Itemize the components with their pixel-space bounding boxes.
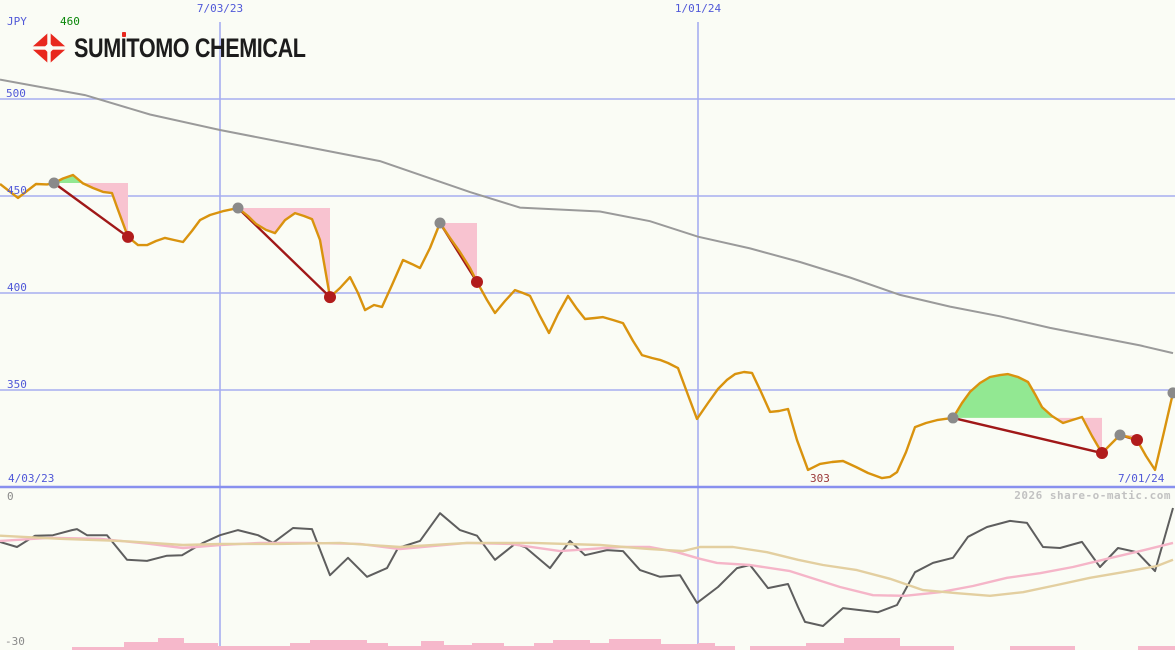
volume-bar xyxy=(661,644,698,650)
date-label-jul23: 7/03/23 xyxy=(196,2,244,15)
volume-bar xyxy=(124,642,158,650)
signal-end-dot xyxy=(1131,434,1143,447)
volume-bar xyxy=(534,643,553,650)
oscillator-slow-pink-line xyxy=(0,536,1174,597)
volume-bar xyxy=(218,646,290,650)
signal-loss-area xyxy=(54,183,128,237)
volume-bar xyxy=(421,641,444,650)
sumitomo-igeta-logo-icon xyxy=(30,31,68,65)
latest-signal-dot xyxy=(1167,387,1175,399)
oscillator-min-label: -30 xyxy=(5,635,25,648)
watermark: 2026 share-o-matic.com xyxy=(1014,489,1171,502)
signal-end-dot xyxy=(324,291,336,304)
currency-unit-label: JPY xyxy=(7,15,27,28)
signal-gain-area xyxy=(54,175,128,184)
signal-line xyxy=(53,182,129,238)
y-axis-label-350: 350 xyxy=(7,378,27,391)
y-axis-label-400: 400 xyxy=(7,281,27,294)
volume-bar xyxy=(609,639,661,650)
volume-bar xyxy=(553,640,590,650)
signal-line xyxy=(952,416,1103,455)
volume-bar xyxy=(806,643,844,650)
signal-start-dot xyxy=(434,217,446,229)
volume-bar xyxy=(750,646,806,650)
volume-bar xyxy=(504,646,534,650)
volume-bar xyxy=(590,643,609,650)
date-label-jul24: 7/01/24 xyxy=(1118,472,1165,485)
volume-bar xyxy=(184,643,218,650)
volume-bar xyxy=(367,643,388,650)
signal-end-dot xyxy=(471,275,483,288)
min-price-label: 303 xyxy=(810,472,830,485)
volume-bar xyxy=(844,638,900,650)
brand-i-reddot: I xyxy=(120,31,127,63)
signal-loss-area xyxy=(440,222,477,282)
oscillator-fast-line xyxy=(0,507,1174,627)
volume-bar xyxy=(310,640,367,650)
volume-bar xyxy=(472,643,504,650)
oscillator-slow-tan-line xyxy=(0,534,1174,597)
signal-end-dot xyxy=(1096,447,1108,460)
signal-start-dot xyxy=(947,412,959,424)
volume-bar xyxy=(72,647,124,650)
signal-end-dot xyxy=(122,230,134,243)
brand-name: SUMITOMO CHEMICAL xyxy=(74,31,306,63)
date-label-apr23: 4/03/23 xyxy=(8,472,55,485)
volume-bar xyxy=(388,646,421,650)
signal-start-dot xyxy=(1114,429,1126,441)
volume-bar xyxy=(444,645,472,650)
volume-bar xyxy=(698,643,715,650)
signal-loss-area xyxy=(238,208,330,298)
volume-bar xyxy=(290,643,310,650)
y-axis-label-450: 450 xyxy=(7,184,27,197)
volume-bar xyxy=(158,638,184,650)
oscillator-zero-label: 0 xyxy=(7,490,14,503)
signal-start-dot xyxy=(48,177,60,189)
volume-bar xyxy=(1010,646,1075,650)
signal-gain-area xyxy=(953,374,1102,418)
volume-bar xyxy=(715,646,735,650)
signal-loss-area xyxy=(953,417,1102,454)
date-label-jan24: 1/01/24 xyxy=(674,2,722,15)
volume-bar xyxy=(900,646,954,650)
brand-logo: SUMITOMO CHEMICAL xyxy=(30,31,364,65)
trend-line xyxy=(0,78,1174,355)
y-axis-label-500: 500 xyxy=(6,87,26,100)
latest-price-label: 460 xyxy=(60,15,80,28)
signal-start-dot xyxy=(232,202,244,214)
volume-bar xyxy=(1138,646,1175,650)
price-line xyxy=(0,173,1175,480)
